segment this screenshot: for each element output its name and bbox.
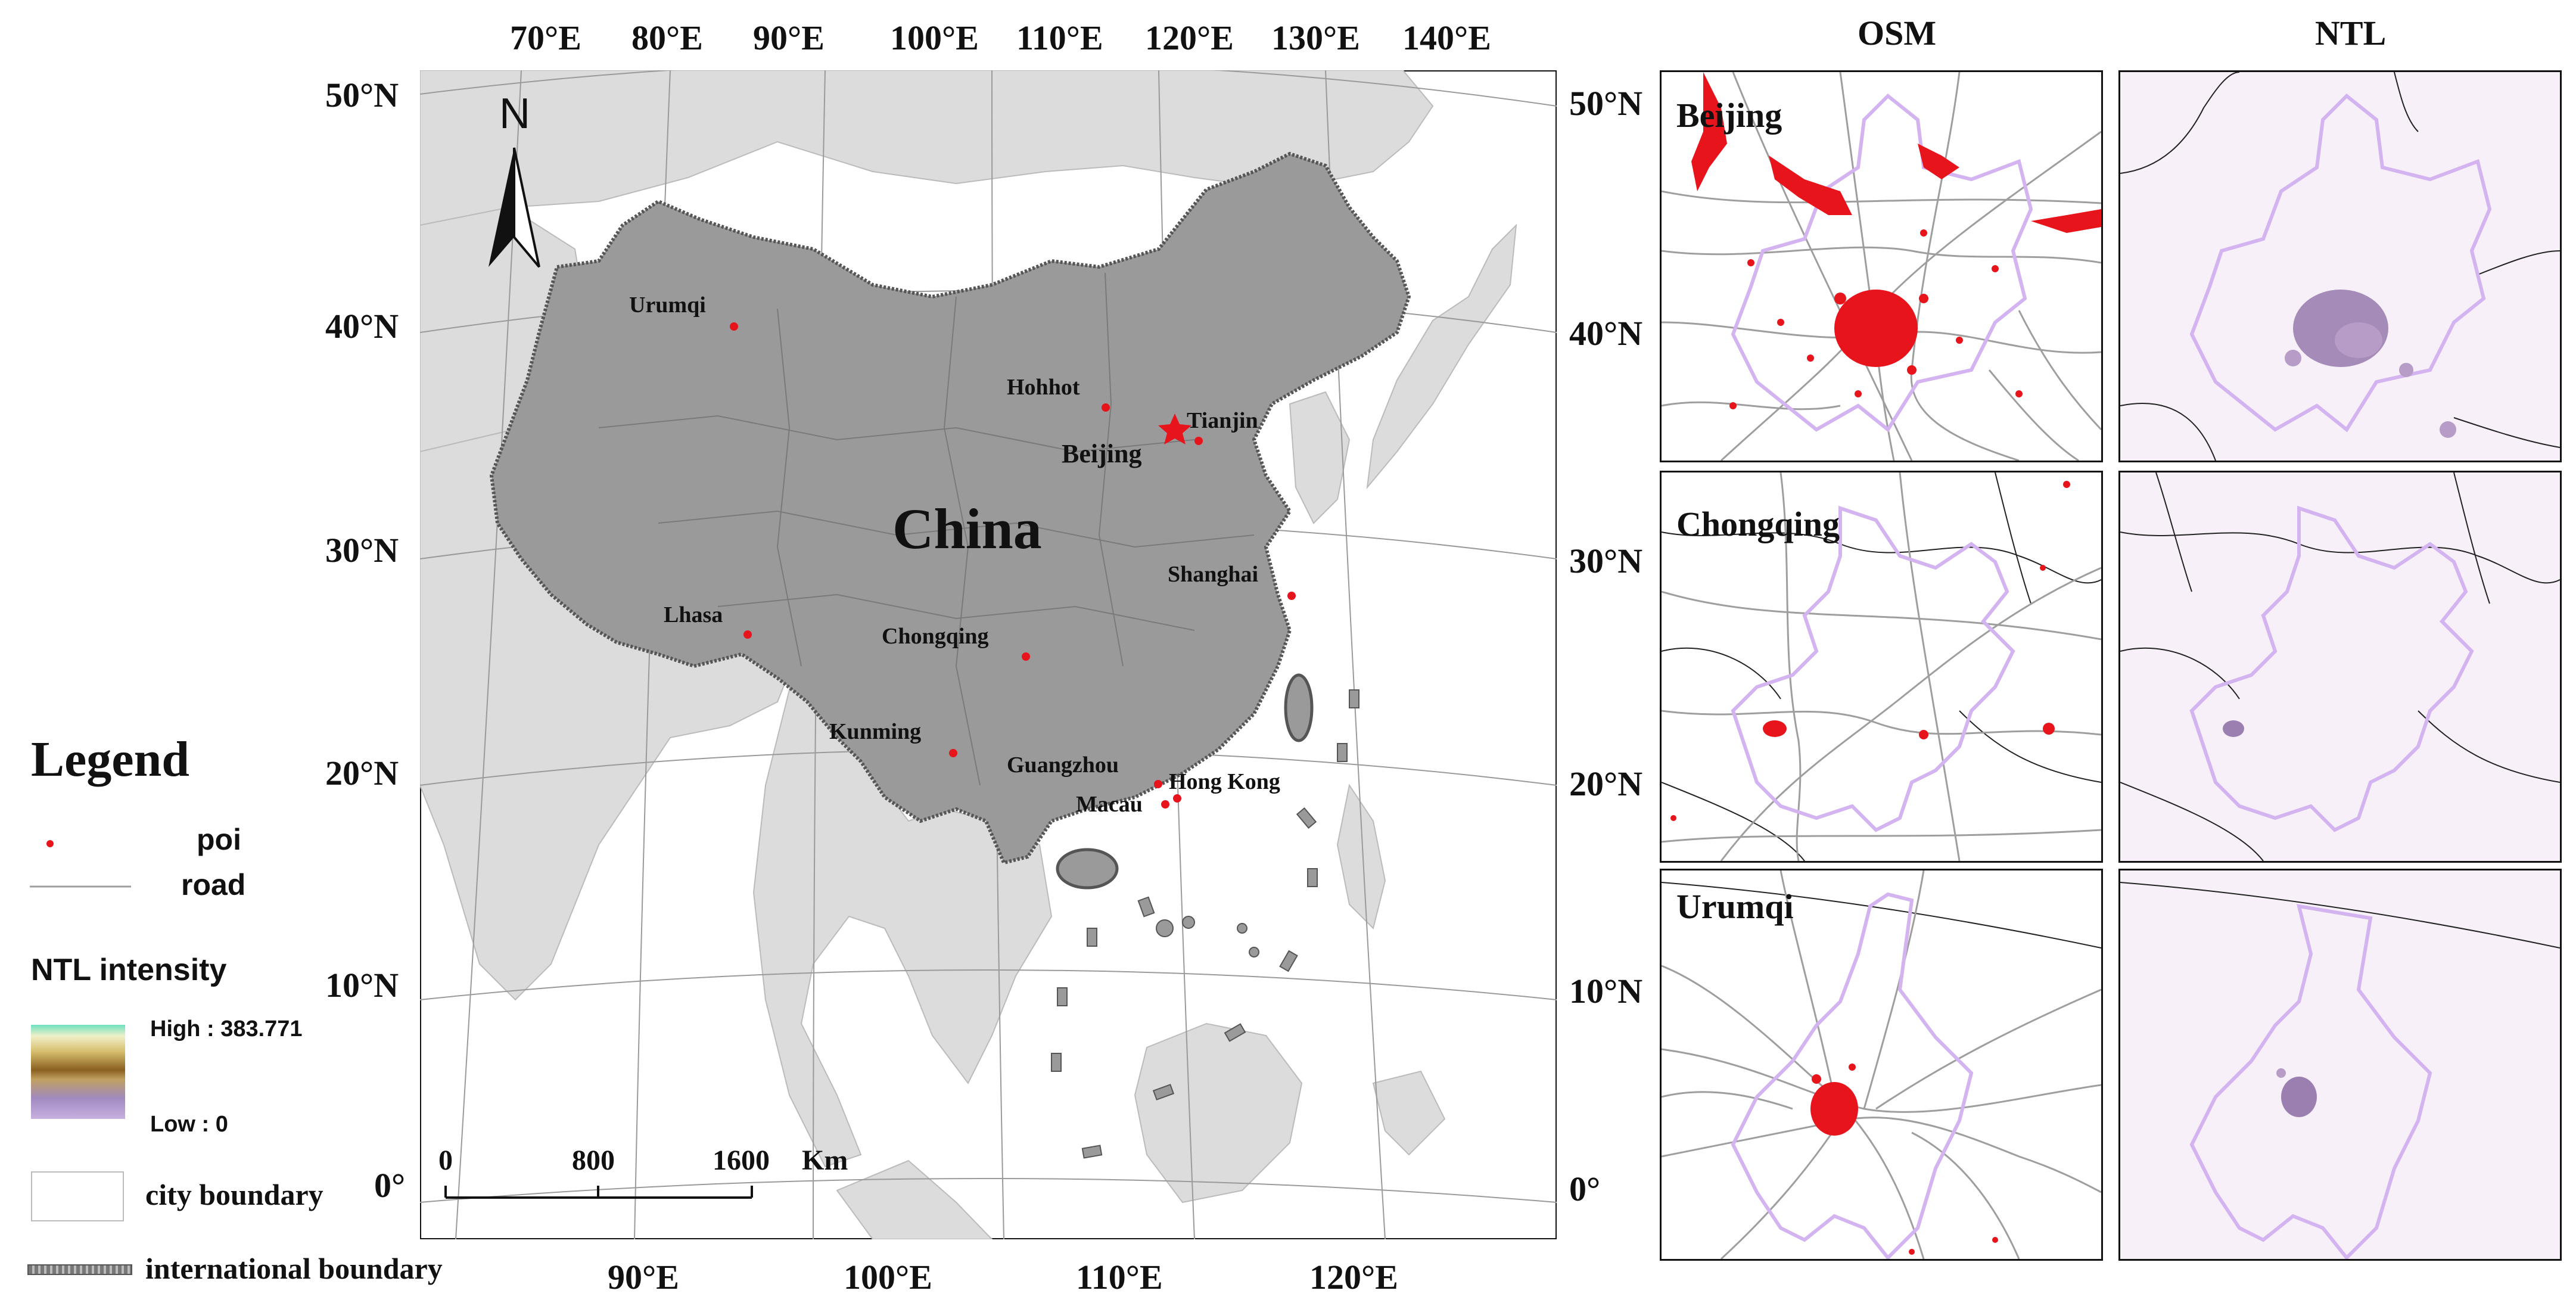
lat-label-right-30: 30°N [1569, 542, 1643, 580]
city-label-shanghai: Shanghai [1168, 562, 1259, 587]
lon-label-top-110: 110°E [1016, 18, 1103, 57]
city-label-tianjin: Tianjin [1187, 408, 1258, 433]
legend-ntl-ramp [31, 1025, 125, 1119]
city-label-chongqing: Chongqing [882, 624, 989, 649]
scale-tick-1600: 1600 [713, 1145, 770, 1176]
lat-label-left-10: 10°N [325, 966, 399, 1005]
lon-label-top-140: 140°E [1402, 18, 1491, 57]
legend-city-boundary-symbol [31, 1171, 124, 1221]
main-map [420, 70, 1557, 1239]
lat-label-right-50: 50°N [1569, 84, 1643, 123]
ntl-panel-beijing [2118, 70, 2562, 462]
taiwan-island [1284, 673, 1314, 742]
legend-city-boundary-label: city boundary [145, 1178, 323, 1211]
lon-label-bottom-110: 110°E [1076, 1258, 1163, 1296]
ntl-panel-chongqing [2118, 471, 2562, 863]
lon-label-top-90: 90°E [753, 18, 825, 57]
legend-ntl-title: NTL intensity [31, 953, 227, 987]
city-label-kunming: Kunming [829, 719, 922, 744]
city-label-guangzhou: Guangzhou [1007, 753, 1119, 778]
lon-label-top-80: 80°E [631, 18, 703, 57]
lat-label-right-0: 0° [1569, 1170, 1601, 1208]
legend-international-boundary-symbol [27, 1264, 132, 1275]
city-label-macau: Macau [1076, 792, 1143, 817]
legend-poi-symbol [46, 840, 54, 847]
osm-panel-chongqing [1660, 471, 2103, 863]
lat-label-left-40: 40°N [325, 307, 399, 346]
lon-label-top-120: 120°E [1145, 18, 1234, 57]
scale-tick-0: 0 [438, 1145, 453, 1176]
legend-ntl-low: Low : 0 [150, 1112, 228, 1137]
legend-ntl-high: High : 383.771 [150, 1016, 303, 1041]
landmass-korea-japan [1289, 391, 1351, 524]
lat-label-right-40: 40°N [1569, 314, 1643, 353]
city-label-hongkong: Hong Kong [1169, 769, 1280, 794]
city-label-lhasa: Lhasa [664, 602, 723, 627]
china-polygon [489, 151, 1411, 865]
legend-road-symbol [30, 885, 131, 888]
scale-unit: Km [802, 1145, 848, 1176]
osm-panel-label-beijing: Beijing [1676, 96, 1782, 135]
north-label: N [499, 90, 530, 138]
lat-label-left-30: 30°N [325, 531, 399, 570]
column-header-ntl: NTL [2315, 14, 2387, 52]
lon-label-bottom-100: 100°E [844, 1258, 932, 1296]
osm-panel-label-chongqing: Chongqing [1676, 505, 1840, 543]
lat-label-right-10: 10°N [1569, 972, 1643, 1010]
lat-label-left-20: 20°N [325, 754, 399, 792]
lon-label-bottom-90: 90°E [608, 1258, 679, 1296]
lat-label-left-0: 0° [374, 1166, 406, 1205]
osm-panel-label-urumqi: Urumqi [1676, 887, 1794, 926]
province-lines [598, 272, 1255, 786]
osm-panel-beijing [1660, 70, 2103, 462]
scs-islands [1051, 689, 1359, 1159]
lon-label-top-130: 130°E [1271, 18, 1360, 57]
hainan-island [1056, 848, 1119, 890]
legend-title: Legend [31, 732, 190, 787]
landmass-sumatra [836, 1159, 993, 1239]
legend-road-label: road [181, 868, 246, 901]
city-label-hohhot: Hohhot [1007, 375, 1080, 400]
lon-label-top-70: 70°E [510, 18, 581, 57]
lat-label-left-50: 50°N [325, 76, 399, 114]
country-label: China [892, 497, 1042, 561]
column-header-osm: OSM [1858, 14, 1937, 52]
main-map-canvas [420, 70, 1557, 1239]
lat-label-right-20: 20°N [1569, 764, 1643, 803]
landmass-philippines [1336, 783, 1386, 929]
city-label-beijing: Beijing [1062, 439, 1142, 468]
lon-label-bottom-120: 120°E [1309, 1258, 1398, 1296]
landmass-japan [1366, 223, 1517, 490]
scale-tick-800: 800 [572, 1145, 615, 1176]
city-label-urumqi: Urumqi [629, 293, 706, 318]
legend-poi-label: poi [197, 823, 241, 856]
osm-panel-urumqi [1660, 869, 2103, 1261]
legend-international-boundary-label: international boundary [145, 1252, 443, 1285]
ntl-panel-urumqi [2118, 869, 2562, 1261]
scale-bar [444, 1186, 753, 1199]
landmass-russia [420, 70, 1434, 226]
lon-label-top-100: 100°E [890, 18, 979, 57]
landmass-sulawesi [1372, 1070, 1446, 1156]
